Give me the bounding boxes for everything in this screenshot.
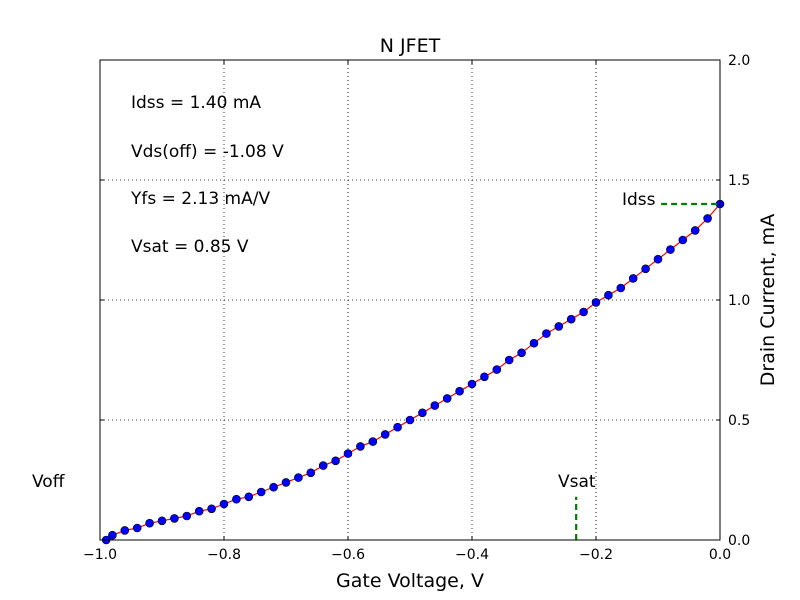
data-point — [318, 461, 328, 470]
marker-layer — [575, 202, 720, 540]
data-point — [591, 298, 601, 307]
data-point — [207, 504, 216, 514]
annotation-vsat: Vsat = 0.85 V — [131, 237, 249, 257]
data-point — [281, 478, 291, 487]
vsat-marker-label: Vsat — [558, 472, 596, 492]
data-point — [418, 408, 427, 418]
x-tick-label: −0.2 — [579, 547, 613, 563]
data-point — [145, 518, 154, 528]
data-point — [219, 499, 229, 509]
chart-title: N JFET — [380, 35, 441, 57]
data-point — [170, 514, 179, 523]
data-point — [653, 254, 663, 264]
data-point — [529, 338, 539, 348]
data-point — [641, 264, 650, 274]
x-tick-label: 0.0 — [709, 547, 731, 563]
data-point — [554, 322, 564, 331]
x-tick-label: −0.4 — [455, 547, 489, 563]
data-point — [678, 235, 688, 245]
data-point — [455, 386, 464, 396]
data-point — [232, 494, 241, 504]
y-tick-label: 0.5 — [728, 413, 750, 429]
data-point — [368, 437, 378, 446]
data-point — [120, 526, 130, 535]
ticks: −1.0 −0.8 −0.6 −0.4 −0.2 0.00.0 0.5 1.0 1.5 2.0 — [83, 53, 750, 563]
data-point — [331, 456, 340, 466]
data-point — [343, 449, 353, 458]
x-tick-label: −1.0 — [83, 547, 117, 563]
data-point — [294, 473, 303, 482]
x-tick-label: −0.8 — [207, 547, 241, 563]
data-point — [393, 422, 402, 432]
data-point — [132, 523, 142, 533]
data-point — [244, 492, 254, 502]
data-point — [269, 482, 278, 492]
data-point — [356, 442, 365, 451]
data-point — [157, 516, 167, 526]
annotation-vds-off: Vds(off) = -1.08 V — [131, 142, 284, 162]
data-point — [566, 314, 576, 324]
annotation-yfs: Yfs = 2.13 mA/V — [130, 189, 270, 209]
y-tick-label: 2.0 — [728, 53, 750, 69]
data-point — [604, 290, 613, 300]
annotation-idss-value: Idss = 1.40 mA — [131, 93, 261, 113]
data-point — [405, 415, 415, 425]
y-axis-label: Drain Current, mA — [757, 214, 779, 386]
y-tick-label: 1.0 — [728, 293, 750, 309]
data-point — [703, 214, 712, 223]
y-tick-label: 1.5 — [728, 173, 750, 189]
x-tick-label: −0.6 — [331, 547, 365, 563]
data-point — [542, 329, 551, 338]
grid — [100, 60, 720, 540]
data-point — [628, 274, 638, 283]
data-point — [194, 506, 204, 516]
series-layer — [101, 199, 725, 545]
data-point — [517, 348, 526, 358]
data-point — [467, 379, 477, 389]
data-point — [108, 530, 117, 540]
y-tick-label: 0.0 — [728, 533, 750, 549]
data-point — [666, 245, 675, 254]
data-point — [182, 511, 192, 521]
data-point — [380, 430, 390, 439]
x-axis-label: Gate Voltage, V — [336, 570, 484, 592]
data-point — [616, 283, 626, 293]
data-point — [504, 355, 514, 365]
data-point — [579, 307, 588, 317]
data-point — [480, 372, 489, 382]
voff-marker-label: Voff — [32, 472, 66, 492]
idss-marker-label: Idss — [622, 190, 656, 210]
data-point — [442, 394, 452, 403]
data-point — [492, 365, 502, 374]
data-point — [256, 487, 266, 497]
data-point — [306, 468, 316, 478]
data-point — [690, 226, 700, 235]
data-point — [430, 401, 440, 410]
